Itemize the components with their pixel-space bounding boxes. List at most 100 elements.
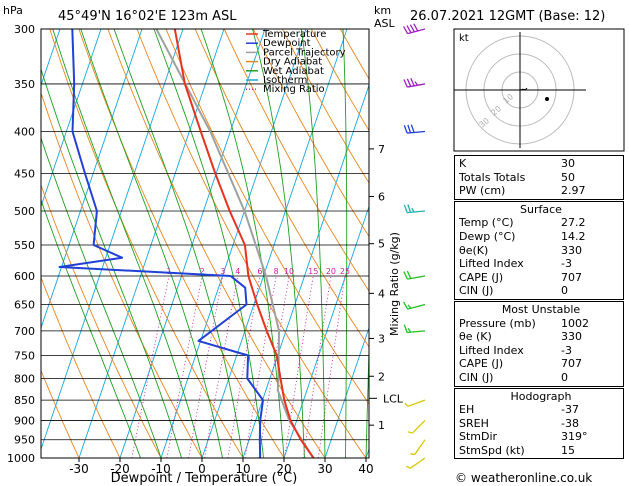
mixing-ratio-label: 8 [274, 267, 279, 276]
datetime-title: 26.07.2021 12GMT (Base: 12) [410, 9, 605, 24]
pressure-tick-label: 550 [14, 239, 35, 252]
wind-barb-flag [406, 25, 412, 34]
isotherm-line [160, 29, 307, 458]
dewpoint-line [58, 29, 264, 458]
basic-indices: K 30 Totals Totals 50 PW (cm) 2.97 [454, 155, 624, 200]
pressure-tick-label: 800 [14, 372, 35, 385]
legend-label: Temperature [262, 29, 326, 40]
totals-totals-value: 50 [561, 170, 575, 184]
isotherm-line [283, 205, 369, 458]
wind-barb [403, 270, 426, 280]
copyright: © weatheronline.co.uk [455, 471, 592, 485]
wind-barb-staff [407, 399, 426, 407]
wind-barb-flag [409, 24, 415, 33]
wind-barb-flag [413, 23, 419, 32]
height-axis: 1 2 3 4 5 6 7 LCL [369, 143, 404, 432]
km-tick-label: 6 [378, 190, 385, 203]
mixing-ratio-label: 15 [308, 267, 318, 276]
pressure-tick-label: 400 [14, 126, 35, 139]
location-title: 45°49'N 16°02'E 123m ASL [58, 9, 237, 24]
km-tick-label: 3 [378, 332, 385, 345]
mu-cin-row: CIN (J) 0 [459, 370, 568, 384]
wind-barb [403, 204, 426, 214]
surface-title: Surface [520, 202, 562, 216]
hodograph-unit: kt [459, 33, 469, 44]
wind-barbs [403, 23, 426, 469]
asl-unit-label: ASL [374, 17, 396, 30]
wind-barb-flag [407, 204, 412, 213]
pressure-tick-label: 900 [14, 414, 35, 427]
mu-pressure-row: Pressure (mb) 1002 [459, 316, 589, 330]
wind-barb [403, 78, 426, 88]
surface-temp-row: Temp (°C) 27.2 [459, 216, 586, 230]
dry-adiabat-line [136, 29, 367, 458]
pressure-tick-label: 350 [14, 78, 35, 91]
pressure-tick-label: 450 [14, 167, 35, 180]
km-tick-label: 7 [378, 143, 385, 156]
wet-adiabat-line [41, 67, 182, 458]
wind-barb-flag [403, 125, 408, 134]
eh-row: EH -37 [459, 403, 579, 417]
totals-totals-row: Totals Totals 50 [459, 171, 623, 185]
storm-motion-dot [545, 97, 549, 101]
temperature-axis: -30 -20 -10 0 10 20 30 40 [69, 458, 374, 476]
legend-label: Dewpoint [263, 38, 311, 49]
most-unstable-title: Most Unstable [501, 302, 581, 316]
km-tick-label: 1 [378, 419, 385, 432]
x-tick-label: 10 [235, 462, 250, 476]
wind-barb [407, 419, 426, 434]
pressure-tick-label: 850 [14, 394, 35, 407]
isotherm-line [41, 29, 184, 451]
surface-box: Surface Temp (°C) 27.2 Dewp (°C) 14.2 θe(K… [454, 200, 624, 300]
surface-li-row: Lifted Index -3 [459, 257, 572, 271]
wind-barb [406, 457, 426, 469]
km-unit-label: km [374, 4, 391, 17]
wind-barb-staff [409, 457, 426, 469]
stmdir-row: StmDir 319° [459, 430, 588, 444]
wind-barb-flag [407, 304, 412, 309]
pw-value: 2.97 [561, 184, 586, 198]
wind-barb [403, 23, 426, 35]
x-tick-label: 40 [358, 462, 373, 476]
mixing-ratio-labels: 1 2 3 4 6 8 10 15 20 25 [166, 267, 350, 276]
wind-barb-flag [406, 465, 411, 469]
x-tick-label: -20 [110, 462, 130, 476]
hodograph-stats-box: Hodograph EH -37 SREH -38 StmDir 319° StmSp… [454, 387, 624, 460]
isotherm-line [41, 29, 143, 330]
dry-adiabat-line [252, 29, 369, 238]
legend-label: Mixing Ratio [263, 84, 325, 95]
mixing-ratio-label: 3 [220, 267, 225, 276]
wind-barb-flag [404, 402, 409, 407]
wind-barb-flag [403, 324, 408, 333]
surface-dewp-row: Dewp (°C) 14.2 [459, 229, 586, 243]
km-tick-label: 4 [378, 287, 385, 300]
km-tick-label: 5 [378, 238, 385, 251]
wet-adiabat-line [153, 29, 264, 458]
wind-barb-flag [406, 270, 412, 279]
dry-adiabat-line [41, 369, 80, 458]
wet-adiabat-line [342, 29, 348, 458]
wind-barb-flag [407, 328, 412, 333]
stmspd-row: StmSpd (kt) 15 [459, 443, 575, 457]
pressure-tick-label: 700 [14, 325, 35, 338]
dry-adiabat-line [281, 29, 369, 184]
wind-barb [403, 124, 426, 134]
wind-barb-flag [403, 79, 408, 88]
wet-adiabat-line [52, 29, 203, 458]
wind-barb [403, 301, 426, 310]
mixing-ratio-label: 20 [326, 267, 336, 276]
wind-barb-flag [403, 204, 408, 213]
wind-barb-flag [407, 431, 413, 434]
wind-barb [403, 324, 426, 334]
wet-adiabat-line [365, 337, 369, 458]
lcl-label: LCL [383, 392, 404, 405]
mixing-ratio-line [188, 275, 224, 458]
pressure-tick-label: 600 [14, 270, 35, 283]
isotherm-line [119, 29, 266, 458]
mixing-ratio-line [302, 275, 332, 458]
k-index-value: 30 [561, 157, 575, 170]
pressure-tick-label: 650 [14, 299, 35, 312]
pressure-tick-label: 500 [14, 205, 35, 218]
legend-label: Isotherm [263, 75, 307, 86]
